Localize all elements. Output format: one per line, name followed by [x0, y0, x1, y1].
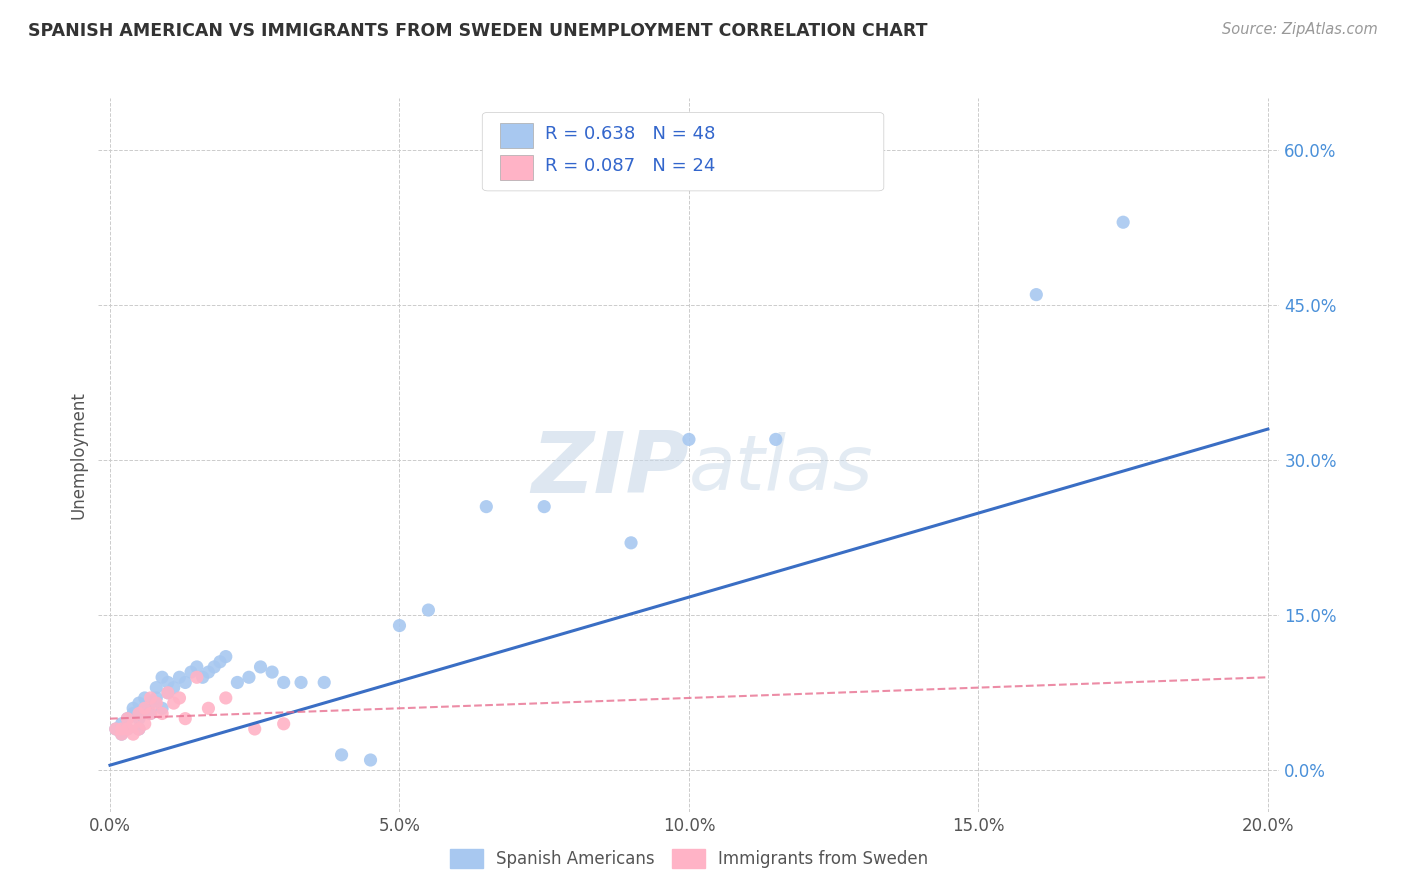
Text: SPANISH AMERICAN VS IMMIGRANTS FROM SWEDEN UNEMPLOYMENT CORRELATION CHART: SPANISH AMERICAN VS IMMIGRANTS FROM SWED… [28, 22, 928, 40]
Point [145, 690, 167, 705]
Point [128, 706, 150, 721]
FancyBboxPatch shape [482, 112, 884, 191]
Point [139, 706, 162, 721]
Point [150, 701, 173, 715]
Point [180, 665, 202, 679]
Point [122, 716, 145, 731]
Point [1112, 215, 1135, 229]
Point [128, 712, 150, 726]
Point [202, 660, 225, 674]
Point [134, 701, 156, 715]
Point [156, 675, 179, 690]
Text: Source: ZipAtlas.com: Source: ZipAtlas.com [1222, 22, 1378, 37]
Point [208, 655, 231, 669]
Point [197, 665, 219, 679]
Point [273, 716, 295, 731]
Text: R = 0.087   N = 24: R = 0.087 N = 24 [546, 157, 716, 175]
Point [110, 727, 132, 741]
Point [360, 753, 382, 767]
Point [139, 696, 162, 710]
Point [104, 722, 127, 736]
Point [117, 712, 139, 726]
Point [330, 747, 353, 762]
Point [226, 675, 249, 690]
Point [139, 690, 162, 705]
Point [169, 670, 191, 684]
Point [215, 690, 238, 705]
Point [134, 690, 156, 705]
Point [122, 701, 145, 715]
Point [678, 433, 700, 447]
Point [139, 706, 162, 721]
Point [145, 696, 167, 710]
Text: atlas: atlas [689, 433, 873, 506]
Point [418, 603, 440, 617]
Point [186, 660, 208, 674]
Point [128, 722, 150, 736]
Point [174, 675, 197, 690]
Point [156, 686, 179, 700]
Point [388, 618, 411, 632]
Point [243, 722, 266, 736]
Point [290, 675, 312, 690]
Point [620, 536, 643, 550]
Point [134, 701, 156, 715]
Point [163, 681, 186, 695]
Point [215, 649, 238, 664]
Point [128, 696, 150, 710]
Point [134, 716, 156, 731]
Point [117, 722, 139, 736]
Point [765, 433, 787, 447]
Point [104, 722, 127, 736]
Point [249, 660, 271, 674]
Point [262, 665, 284, 679]
Point [110, 727, 132, 741]
Point [169, 690, 191, 705]
Text: R = 0.638   N = 48: R = 0.638 N = 48 [546, 125, 716, 143]
Point [191, 670, 214, 684]
Point [150, 706, 173, 721]
Legend: Spanish Americans, Immigrants from Sweden: Spanish Americans, Immigrants from Swede… [443, 842, 935, 875]
Point [156, 686, 179, 700]
Point [117, 712, 139, 726]
Point [314, 675, 336, 690]
Point [197, 701, 219, 715]
Point [533, 500, 555, 514]
Text: ZIP: ZIP [531, 427, 689, 511]
FancyBboxPatch shape [501, 155, 533, 180]
Point [475, 500, 498, 514]
Point [128, 722, 150, 736]
Point [238, 670, 260, 684]
Point [150, 670, 173, 684]
Point [110, 722, 132, 736]
Point [174, 712, 197, 726]
Point [145, 681, 167, 695]
Point [117, 722, 139, 736]
Point [163, 696, 186, 710]
Point [1025, 287, 1047, 301]
Point [110, 716, 132, 731]
Point [273, 675, 295, 690]
Point [122, 727, 145, 741]
Y-axis label: Unemployment: Unemployment [69, 391, 87, 519]
FancyBboxPatch shape [501, 123, 533, 148]
Point [122, 706, 145, 721]
Point [186, 670, 208, 684]
